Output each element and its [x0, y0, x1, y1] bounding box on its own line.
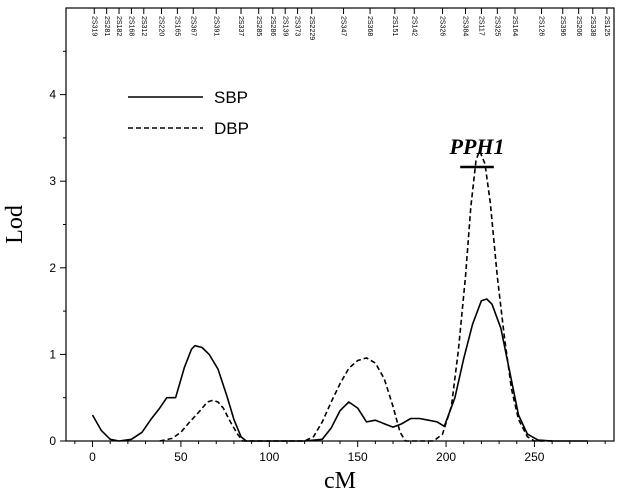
marker-label: 2S368: [366, 16, 373, 36]
marker-label: 2S319: [90, 16, 97, 36]
marker-label: 2S126: [538, 16, 545, 36]
x-tick-label: 200: [436, 450, 456, 464]
marker-label: 2S206: [575, 16, 582, 36]
series-lines: [91, 150, 588, 442]
series-line-sbp: [91, 298, 588, 442]
marker-label: 2S125: [603, 16, 610, 36]
x-tick-label: 150: [348, 450, 368, 464]
plot-frame: [65, 7, 615, 442]
marker-label: 2S367: [189, 16, 196, 36]
marker-label: 2S286: [269, 16, 276, 36]
marker-label: 2S2229: [308, 16, 315, 40]
x-tick-label: 0: [89, 450, 96, 464]
legend: SBP DBP: [128, 88, 249, 138]
legend-label-sbp: SBP: [214, 88, 248, 107]
pph1-annotation: PPH1: [449, 134, 505, 169]
legend-label-dbp: DBP: [214, 119, 249, 138]
marker-label: 2S164: [511, 16, 518, 36]
x-tick-label: 50: [174, 450, 188, 464]
y-axis-title: Lod: [2, 205, 28, 244]
x-axis-title: cM: [324, 468, 356, 494]
marker-label: 2S281: [103, 16, 110, 36]
marker-label: 2S338: [589, 16, 596, 36]
y-tick-label: 4: [49, 88, 56, 102]
marker-label: 2S396: [559, 16, 566, 36]
y-tick-label: 1: [49, 347, 56, 361]
marker-label: 2S117: [478, 16, 485, 36]
y-tick-label: 2: [49, 261, 56, 275]
marker-labels: 2S319 2S281 2S182 2S168 2S312 2S220 2S165 2S367…: [90, 8, 610, 40]
marker-label: 2S151: [391, 16, 398, 36]
y-tick-label: 0: [49, 434, 56, 448]
marker-label: 2S325: [493, 16, 500, 36]
marker-label: 2S326: [439, 16, 446, 36]
x-tick-label: 250: [524, 450, 544, 464]
marker-label: 2S391: [212, 16, 219, 36]
marker-label: 2S168: [128, 16, 135, 36]
marker-label: 2S182: [115, 16, 122, 36]
marker-label: 2S337: [237, 16, 244, 36]
marker-label: 2S285: [255, 16, 262, 36]
chart-axes: 0 50 100 150 200 250 0 1 2 3 4: [49, 7, 615, 464]
series-line-dbp: [159, 150, 553, 442]
marker-label: 2S220: [158, 16, 165, 36]
marker-label: 2S139: [281, 16, 288, 36]
y-tick-label: 3: [49, 174, 56, 188]
marker-label: 2S373: [294, 16, 301, 36]
pph1-label: PPH1: [449, 134, 505, 159]
marker-label: 2S384: [462, 16, 469, 36]
marker-label: 2S142: [410, 16, 417, 36]
marker-label: 2S165: [174, 16, 181, 36]
x-tick-label: 100: [259, 450, 279, 464]
marker-label: 2S347: [340, 16, 347, 36]
marker-label: 2S312: [140, 16, 147, 36]
